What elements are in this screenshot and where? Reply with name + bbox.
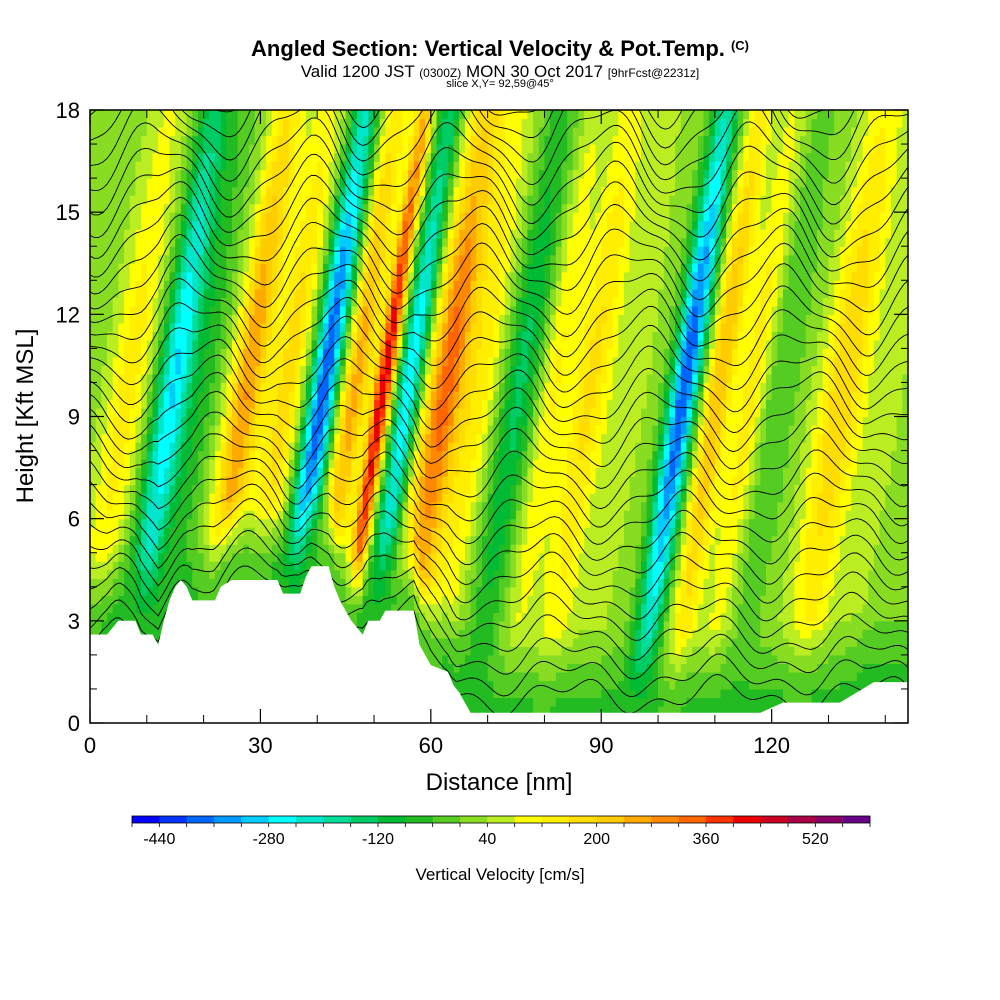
x-axis-title: Distance [nm]	[426, 769, 573, 796]
colorbar-tick-label: 40	[478, 831, 496, 848]
axes: 0 30 60 90 120 0 3 6 9 12 15 18	[56, 98, 908, 758]
theta-contour-line	[90, 174, 908, 261]
colorbar-tick-label: 520	[802, 831, 829, 848]
theta-contour-line	[90, 16, 908, 109]
theta-contour-line	[90, 354, 908, 434]
colorbar-swatch	[405, 816, 433, 823]
colorbar-swatch	[487, 816, 515, 823]
theta-contour-line	[90, 483, 908, 566]
y-axis-title: Height [Kft MSL]	[12, 329, 39, 504]
theta-contour-line	[90, 433, 908, 510]
theta-contour-line	[90, 214, 908, 301]
valid-time-line: Valid 1200 JST (0300Z) MON 30 Oct 2017 […	[0, 62, 1000, 82]
theta-contour-line	[90, 498, 908, 585]
colorbar-swatch	[214, 816, 242, 823]
theta-contour-line	[90, 0, 908, 89]
colorbar-swatch	[596, 816, 625, 823]
terrain-mask	[90, 566, 908, 723]
colorbar-frame	[131, 815, 871, 824]
y-tick-label: 6	[68, 507, 80, 532]
y-tick-label: 18	[56, 98, 80, 123]
colorbar-swatch	[378, 816, 406, 823]
forecast-tag: [9hrFcst@2231z]	[607, 66, 700, 80]
theta-contour-line	[90, 153, 908, 242]
valid-utc: (0300Z)	[419, 66, 462, 80]
colorbar-swatch	[514, 816, 543, 823]
theta-contour-line	[90, 110, 908, 186]
y-tick-label: 9	[68, 405, 80, 430]
colorbar-tick-label: 360	[693, 831, 720, 848]
chart-title-text: Angled Section: Vertical Velocity & Pot.…	[251, 36, 725, 61]
theta-contour-line	[90, 233, 908, 318]
x-tick-label: 30	[248, 733, 272, 758]
colorbar-swatch	[542, 816, 570, 823]
colorbar-swatch	[706, 816, 734, 823]
theta-contour-line	[90, 255, 908, 338]
colorbar-swatch	[815, 816, 843, 823]
y-tick-label: 12	[56, 302, 80, 327]
y-tick-label: 15	[56, 200, 80, 225]
y-tick-label: 0	[68, 711, 80, 736]
theta-contour-line	[90, 469, 908, 545]
colorbar-swatch	[842, 816, 871, 823]
theta-contour-line	[90, 529, 908, 622]
theta-contour-line	[90, 110, 865, 166]
y-tick-label: 3	[68, 609, 80, 634]
theta-contour-line	[90, 391, 908, 470]
theta-contour-line	[90, 513, 908, 604]
slice-info: slice X,Y= 92,59@45°	[446, 78, 554, 90]
colorbar-tick-label: -440	[143, 831, 175, 848]
theta-contour-line	[90, 315, 908, 394]
colorbar-swatch	[460, 816, 488, 823]
theta-contour-line	[90, 336, 908, 413]
x-tick-label: 90	[589, 733, 613, 758]
chart-title-tag: (C)	[730, 38, 749, 53]
theta-contour-line	[210, 110, 827, 130]
colorbar-title: Vertical Velocity [cm/s]	[415, 865, 584, 884]
colorbar: -440 -280 -120 40 200 360 520	[131, 815, 871, 848]
colorbar-swatch	[432, 816, 461, 823]
colorbar-swatch	[651, 816, 679, 823]
theta-contour-line	[90, 411, 908, 489]
chart-title: Angled Section: Vertical Velocity & Pot.…	[0, 36, 1000, 62]
valid-prefix: Valid 1200 JST	[300, 62, 415, 81]
x-tick-label: 120	[753, 733, 790, 758]
colorbar-swatch	[186, 816, 215, 823]
theta-contour-line	[90, 451, 908, 528]
colorbar-swatch	[323, 816, 351, 823]
colorbar-swatch	[624, 816, 652, 823]
colorbar-swatch	[760, 816, 789, 823]
x-tick-label: 60	[419, 733, 443, 758]
colorbar-swatch	[678, 816, 707, 823]
colorbar-swatch	[241, 816, 269, 823]
colorbar-swatch	[159, 816, 187, 823]
theta-contour-line	[90, 134, 908, 225]
valid-date: MON 30 Oct 2017	[465, 62, 603, 81]
theta-contour-line	[90, 277, 908, 358]
colorbar-tick-label: -120	[362, 831, 394, 848]
colorbar-swatch	[788, 816, 816, 823]
colorbar-swatch	[350, 816, 379, 823]
colorbar-swatch	[296, 816, 324, 823]
colorbar-swatch	[268, 816, 297, 823]
theta-contour-line	[90, 117, 908, 206]
theta-contour-line	[90, 296, 908, 376]
colorbar-tick-label: -280	[253, 831, 285, 848]
colorbar-swatch	[132, 816, 160, 823]
theta-contour-line	[90, 110, 855, 149]
theta-contour-line	[90, 372, 908, 453]
theta-contour-line	[90, 547, 908, 641]
colorbar-tick-label: 200	[583, 831, 610, 848]
colorbar-swatch	[569, 816, 597, 823]
x-tick-label: 0	[84, 733, 96, 758]
theta-contour-line	[90, 196, 908, 282]
colorbar-swatch	[733, 816, 761, 823]
